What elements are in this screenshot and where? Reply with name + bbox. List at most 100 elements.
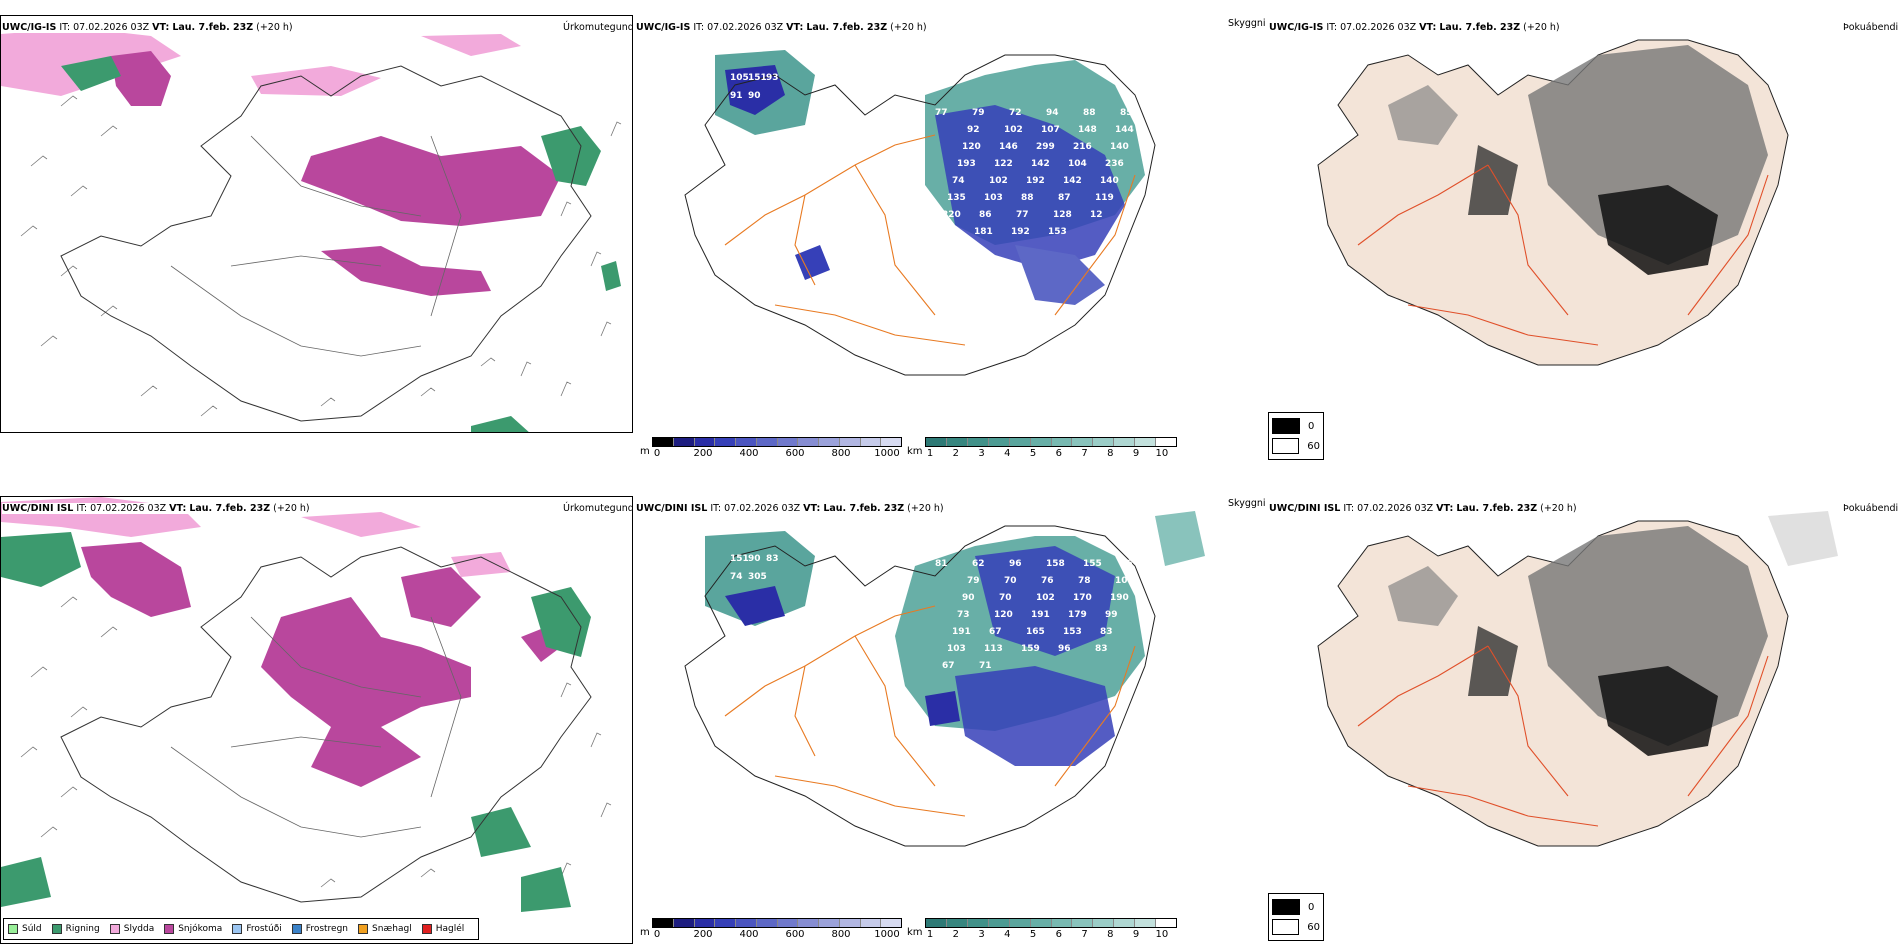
colorbar-cell: [756, 438, 778, 446]
legend-item: Snæhagl: [358, 924, 412, 934]
colorbar-tick: 0: [653, 929, 661, 940]
colorbar-cell: [819, 919, 840, 927]
ceiling-label: 192: [1011, 227, 1030, 237]
ceiling-label: 93: [766, 73, 779, 83]
ceiling-label: 192: [1026, 176, 1045, 186]
colorbar-tick: 6: [1055, 929, 1063, 940]
colorbar-unit: m: [640, 927, 650, 938]
ceiling-label: 142: [1063, 176, 1082, 186]
colorbar-tick: 2: [952, 448, 959, 459]
cover-legend-top: 0 60: [1268, 412, 1324, 460]
colorbar-tick: 6: [1055, 448, 1063, 459]
colorbar-cell: [777, 919, 799, 927]
ceiling-label: 153: [1048, 227, 1067, 237]
precip-snow: [81, 542, 561, 787]
colorbar-tick: 1000: [874, 448, 900, 459]
colorbar-tick: 800: [831, 929, 851, 940]
colorbar-cell: [881, 438, 901, 446]
colorbar-unit: m: [640, 446, 650, 457]
colorbar-cell: [1114, 919, 1136, 927]
colorbar-tick: 4: [1004, 448, 1011, 459]
ceiling-label: 99: [1105, 610, 1118, 620]
ceiling-label: 73: [957, 610, 970, 620]
roads-red: [1357, 164, 1769, 346]
cloud-colorbar-bottom: 1 2 3 4 5 6 7 8 9 10 km: [907, 918, 1177, 941]
cloud-header-bottom: UWC/DINI ISL IT: 07.02.2026 03Z VT: Lau.…: [636, 503, 944, 514]
ceiling-label: 67: [989, 627, 1002, 637]
ceiling-label: 179: [1068, 610, 1087, 620]
legend-item: Rigning: [51, 924, 100, 934]
wind-barbs: [20, 65, 622, 417]
colorbar-tick: 7: [1081, 448, 1088, 459]
ceiling-label: 135: [947, 193, 966, 203]
ceiling-label: 144: [1115, 125, 1134, 135]
colorbar-cell: [881, 919, 901, 927]
iceland-outline: [60, 65, 592, 422]
colorbar-tick: 600: [785, 929, 805, 940]
colorbar-cell: [673, 438, 695, 446]
ceiling-label: 305: [748, 572, 767, 582]
ceiling-label: 113: [984, 644, 1003, 654]
colorbar-cell: [967, 919, 989, 927]
ceiling-label: 88: [1083, 108, 1096, 118]
precip-map-top: [1, 28, 622, 432]
cloud-colorbar-ticks: 1 2 3 4 5 6 7 8 9 10: [925, 929, 1177, 941]
colorbar-cell: [1051, 438, 1073, 446]
colorbar-cell: [1093, 438, 1115, 446]
iceland-outline: [684, 525, 1156, 847]
colorbar-tick: 200: [693, 929, 713, 940]
colorbar-cell: [673, 919, 695, 927]
colorbar-cell: [1114, 438, 1136, 446]
ceiling-label: 119: [1095, 193, 1114, 203]
ceiling-colorbar-ticks: 0 200 400 600 800 1000: [652, 448, 902, 460]
colorbar-tick: 400: [739, 929, 759, 940]
ceiling-label: 79: [967, 576, 980, 586]
ceiling-label: 148: [1078, 125, 1097, 135]
ceiling-label: 151: [748, 73, 767, 83]
cloud-colorbar-ticks: 1 2 3 4 5 6 7 8 9 10: [925, 448, 1177, 460]
precip-rain: [61, 56, 621, 432]
colorbar-tick: 5: [1029, 929, 1037, 940]
ceiling-label: 96: [1009, 559, 1022, 569]
fog-map-top: [1317, 39, 1789, 366]
ceiling-label: 142: [1031, 159, 1050, 169]
fog-shading: [1388, 511, 1838, 756]
colorbar-unit: km: [907, 446, 923, 457]
ceiling-label: 220: [942, 210, 961, 220]
ceiling-label: 86: [979, 210, 992, 220]
ceiling-label: 181: [974, 227, 993, 237]
colorbar-tick: 2: [952, 929, 959, 940]
ceiling-label: 104: [1068, 159, 1087, 169]
roads: [170, 616, 462, 838]
ceiling-label: 67: [942, 661, 955, 671]
ceiling-label: 78: [1078, 576, 1091, 586]
ceiling-colorbar-bottom: 0 200 400 600 800 1000 m: [640, 918, 902, 941]
ceiling-label: 140: [1100, 176, 1119, 186]
ceiling-label: 104: [1115, 576, 1134, 586]
ceiling-colorbar-ticks: 0 200 400 600 800 1000: [652, 929, 902, 941]
iceland-outline: [60, 546, 592, 903]
colorbar-tick: 8: [1107, 448, 1114, 459]
fog-title-bottom: Þokuábendi: [1843, 503, 1899, 514]
colorbar-cell: [926, 919, 947, 927]
ceiling-label: 102: [1036, 593, 1055, 603]
colorbar-cell: [839, 438, 861, 446]
legend-item: Frostregn: [291, 924, 348, 934]
precip-snow: [111, 51, 561, 296]
ceiling-label: 72: [1009, 108, 1022, 118]
colorbar-cell: [946, 438, 968, 446]
ceiling-label: 105: [730, 73, 749, 83]
colorbar-cell: [988, 438, 1010, 446]
colorbar-cell: [1156, 919, 1177, 927]
cloud-colorbar-cells: [925, 918, 1177, 928]
colorbar-cell: [798, 438, 819, 446]
colorbar-cell: [653, 919, 674, 927]
colorbar-cell: [1072, 438, 1094, 446]
ceiling-label: 122: [994, 159, 1013, 169]
colorbar-cell: [967, 438, 989, 446]
ceiling-label: 91: [730, 91, 743, 101]
fog-shading: [1388, 45, 1768, 275]
colorbar-tick: 1: [926, 448, 934, 459]
fog-panel-top: 0 60: [1268, 15, 1900, 460]
iceland-outline: [684, 54, 1156, 376]
